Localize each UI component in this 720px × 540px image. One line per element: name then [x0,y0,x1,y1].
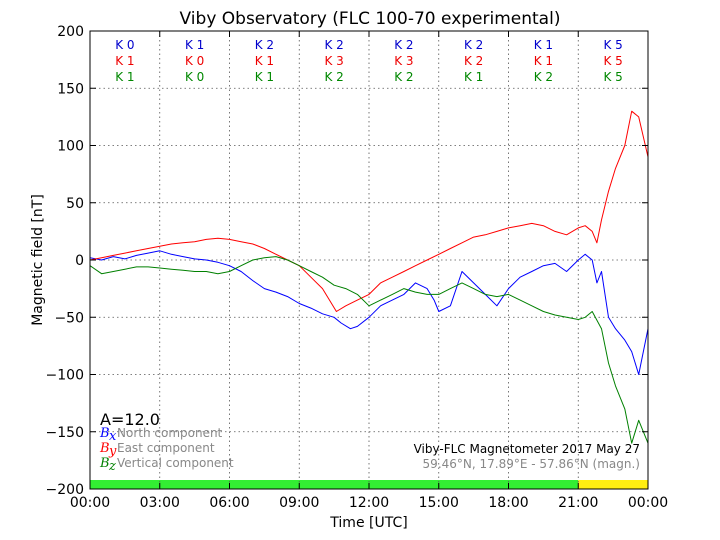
x-tick-label: 03:00 [140,495,180,511]
k-index-label: K 2 [464,38,483,52]
k-index-label: K 1 [534,54,553,68]
legend-subscript-z: z [108,459,116,474]
chart-title: Viby Observatory (FLC 100-70 experimenta… [180,9,561,29]
k-index-label: K 5 [603,54,622,68]
y-tick-label: −200 [46,482,84,498]
y-axis-label: Magnetic field [nT] [30,194,46,326]
y-tick-label: −50 [54,310,84,326]
k-index-labels: K 0 K 1 K 2 K 2 K 2 K 2 K 1 K 5 K 1 K 0 K 1 K 3 K 3 K… [115,38,623,84]
x-tick-label: 09:00 [279,495,319,511]
k-index-label: K 1 [255,70,274,84]
x-tick-label: 15:00 [419,495,459,511]
axis-ticks: 00:00 03:00 06:00 09:00 12:00 15:00 18:00 21:00… [46,24,669,511]
legend-label-y: East component [117,441,215,455]
y-tick-label: 100 [57,139,84,155]
k-index-label: K 2 [534,70,553,84]
legend-subscript-x: x [109,429,117,444]
y-tick-label: −150 [46,425,84,441]
series-lines [90,110,648,444]
k-index-label: K 5 [603,70,622,84]
legend-label-z: Vertical component [117,456,234,470]
x-axis-label: Time [UTC] [329,515,407,531]
legend-subscript-y: y [108,444,117,459]
k-index-label: K 1 [115,54,134,68]
x-tick-label: 00:00 [70,495,110,511]
k-index-label: K 2 [394,70,413,84]
k-index-label: K 1 [464,70,483,84]
series-line-x [90,250,648,375]
activity-index-text: A=12.0 [100,410,160,429]
k-index-label: K 5 [603,38,622,52]
k-index-label: K 2 [255,38,274,52]
k-index-label: K 2 [464,54,483,68]
k-index-label: K 3 [324,54,343,68]
k-index-label: K 3 [394,54,413,68]
legend-symbol-y: B [99,441,110,456]
k-index-label: K 2 [324,70,343,84]
legend-label-x: North component [117,426,223,440]
k-index-label: K 1 [115,70,134,84]
legend-symbol-x: B [99,426,110,441]
k-index-label: K 1 [255,54,274,68]
y-tick-label: −100 [46,368,84,384]
y-tick-label: 50 [66,196,84,212]
series-line-y [90,110,648,312]
x-tick-label: 06:00 [209,495,249,511]
k-index-label: K 1 [185,38,204,52]
x-tick-label: 00:00 [628,495,668,511]
k-index-label: K 1 [534,38,553,52]
status-bar [90,480,648,489]
k-index-label: K 0 [185,70,204,84]
series-line-z [90,256,648,444]
status-bar-segment-0 [90,480,579,489]
x-tick-label: 21:00 [558,495,598,511]
k-index-label: K 0 [185,54,204,68]
k-index-label: K 0 [115,38,134,52]
status-bar-segment-1 [578,480,648,489]
y-tick-label: 0 [75,253,84,269]
x-tick-label: 12:00 [349,495,389,511]
instrument-text: Viby-FLC Magnetometer 2017 May 27 [414,442,640,456]
y-tick-label: 200 [57,24,84,40]
x-tick-label: 18:00 [488,495,528,511]
coordinates-text: 59.46°N, 17.89°E - 57.86°N (magn.) [423,457,640,471]
y-tick-label: 150 [57,81,84,97]
k-index-label: K 2 [324,38,343,52]
legend-symbol-z: B [99,456,110,471]
k-index-label: K 2 [394,38,413,52]
